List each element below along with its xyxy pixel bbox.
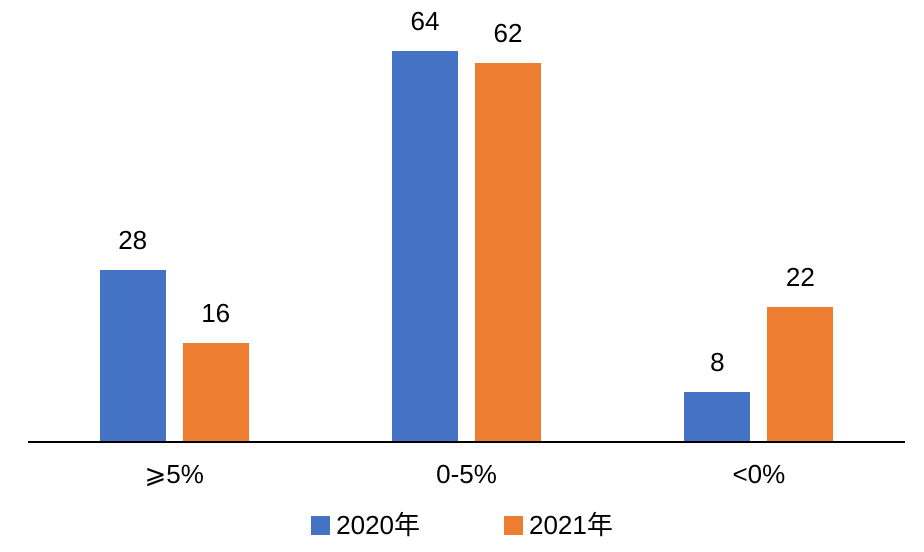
legend-swatch — [311, 515, 331, 535]
bar-series2-cat2 — [475, 62, 541, 441]
value-label: 64 — [410, 5, 440, 36]
value-label: 8 — [710, 347, 725, 378]
legend-item-series1: 2020年 — [311, 510, 420, 540]
bar-series1-cat1 — [99, 270, 166, 441]
bar-series2-cat3 — [767, 306, 834, 441]
category-label: <0% — [732, 459, 786, 489]
value-label: 28 — [118, 225, 148, 256]
legend: 2020年 2021年 — [0, 510, 924, 540]
value-label: 22 — [785, 261, 815, 292]
bar-series1-cat3 — [684, 392, 751, 441]
legend-item-series2: 2021年 — [504, 510, 613, 540]
legend-label: 2020年 — [336, 510, 420, 540]
category-label: ⩾5% — [144, 459, 204, 489]
category-label: 0-5% — [436, 459, 497, 489]
value-label: 16 — [201, 298, 231, 329]
x-axis-line — [28, 441, 905, 443]
legend-swatch — [504, 515, 523, 535]
bar-series2-cat1 — [182, 343, 249, 441]
legend-label: 2021年 — [529, 510, 613, 540]
value-label: 62 — [493, 17, 523, 48]
bar-series1-cat2 — [392, 50, 458, 441]
